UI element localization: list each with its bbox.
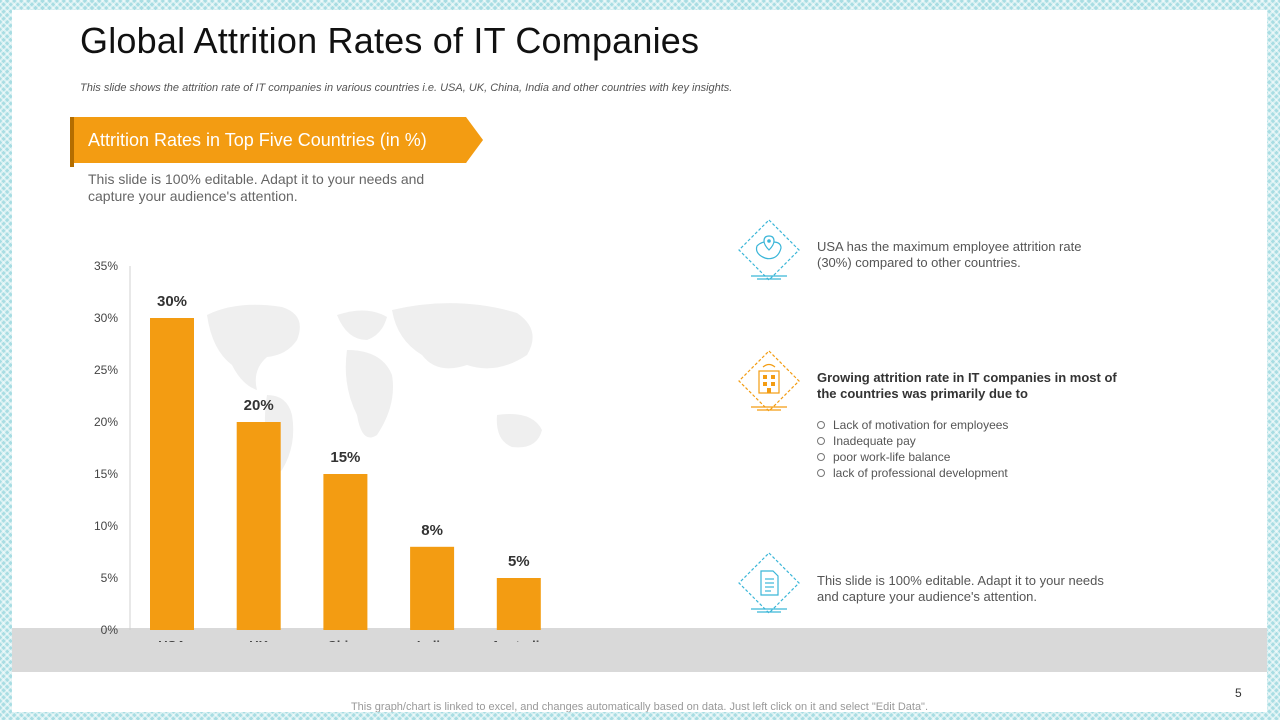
list-item: Inadequate pay <box>817 433 1117 449</box>
x-tick-label: China <box>327 638 364 642</box>
x-tick-label: USA <box>158 638 186 642</box>
data-label: 5% <box>508 553 530 570</box>
y-tick-label: 30% <box>94 311 118 325</box>
list-item: lack of professional development <box>817 465 1117 481</box>
y-tick-label: 25% <box>94 363 118 377</box>
data-label: 30% <box>157 293 187 310</box>
slide: Global Attrition Rates of IT Companies T… <box>12 10 1267 712</box>
y-tick-label: 0% <box>101 623 119 637</box>
bar-chart: 0% 5% 10% 15% 20% 25% 30% 35% 30% 20% 15% 8% 5% USA… <box>94 259 547 642</box>
y-tick-label: 20% <box>94 415 118 429</box>
insight-heading: Growing attrition rate in IT companies i… <box>817 370 1117 401</box>
data-label: 20% <box>244 397 274 414</box>
x-tick-label: India <box>417 638 448 642</box>
bar-usa <box>150 318 194 630</box>
map-pin-icon <box>738 219 800 281</box>
footer-note: This graph/chart is linked to excel, and… <box>350 701 929 712</box>
y-tick-label: 5% <box>101 571 119 585</box>
bar-india <box>410 546 455 630</box>
data-label: 15% <box>330 449 360 466</box>
list-item: poor work-life balance <box>817 449 1117 465</box>
bullet-icon <box>817 452 825 461</box>
bullet-icon <box>817 436 825 445</box>
y-tick-label: 10% <box>94 519 118 533</box>
page-title: Global Attrition Rates of IT Companies <box>80 20 700 61</box>
slide-subtitle: This slide shows the attrition rate of I… <box>80 82 733 94</box>
cause-list: Lack of motivation for employees Inadequ… <box>817 417 1117 481</box>
bullet-icon <box>817 468 825 477</box>
bar-china <box>323 474 368 630</box>
y-tick-label: 35% <box>94 259 118 273</box>
chart-banner: Attrition Rates in Top Five Countries (i… <box>70 117 483 163</box>
data-label: 8% <box>421 522 443 539</box>
editable-note: This slide is 100% editable. Adapt it to… <box>88 171 425 204</box>
grey-band <box>12 628 1267 672</box>
page-number: 5 <box>1235 686 1242 700</box>
building-icon <box>738 350 800 412</box>
list-item: Lack of motivation for employees <box>817 417 1117 433</box>
banner-accent <box>70 117 74 167</box>
bullet-icon <box>817 420 825 429</box>
x-tick-label: UK <box>249 638 268 642</box>
bar-uk <box>236 422 281 630</box>
x-tick-label: Australia <box>491 638 547 642</box>
y-tick-label: 15% <box>94 467 118 481</box>
bar-australia <box>496 578 541 630</box>
insight-text: This slide is 100% editable. Adapt it to… <box>817 573 1104 604</box>
document-icon <box>738 552 800 614</box>
insight-text: USA has the maximum employee attrition r… <box>817 239 1082 270</box>
